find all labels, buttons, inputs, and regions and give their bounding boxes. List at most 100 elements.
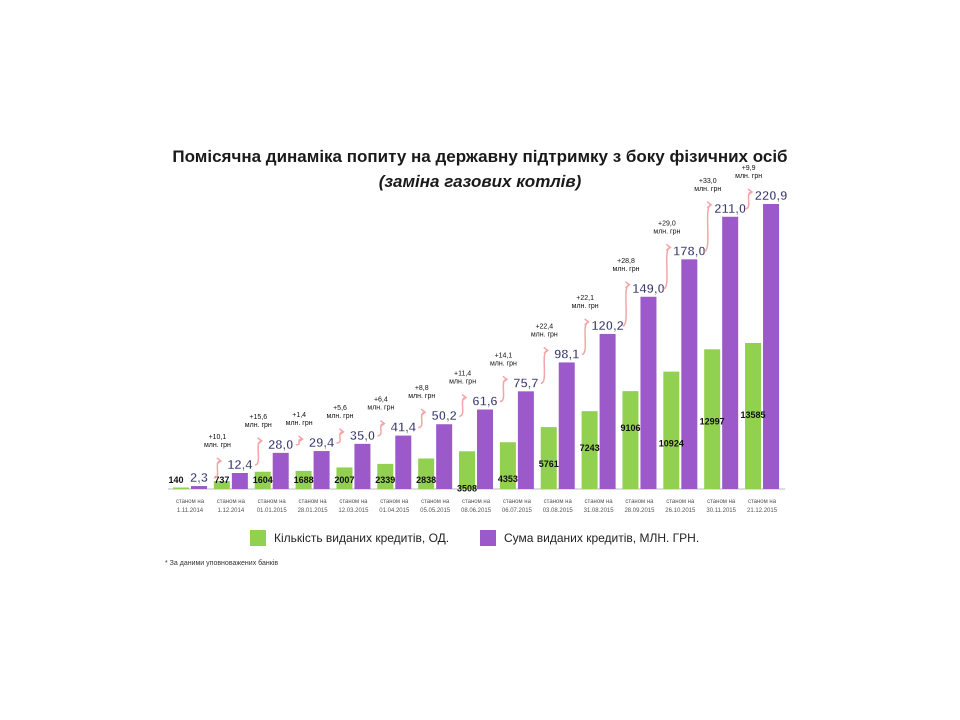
category-label: станом на [217, 499, 246, 505]
increment-unit: млн. грн [653, 228, 680, 235]
category-label: 28.01.2015 [298, 508, 329, 514]
increment-value: +22,4 [535, 323, 553, 330]
bar-sum [313, 451, 330, 489]
bar-count [173, 487, 189, 489]
bar-sum [681, 259, 698, 489]
sum-label: 35,0 [350, 428, 375, 443]
bar-sum [599, 333, 616, 489]
increment-unit: млн. грн [735, 173, 762, 180]
legend-swatch-purple [480, 530, 496, 546]
increment-unit: млн. грн [245, 422, 272, 429]
bar-count [704, 349, 721, 489]
arrow-head-icon [420, 408, 427, 416]
increment-value: +14,1 [495, 352, 513, 359]
category-label: 31.08.2015 [584, 508, 615, 514]
bar-sum [477, 409, 494, 489]
category-label: станом на [666, 499, 695, 505]
count-label: 2007 [334, 475, 354, 485]
bar-sum [517, 391, 534, 489]
sum-label: 28,0 [268, 437, 293, 452]
sum-label: 2,3 [190, 470, 208, 485]
category-label: 01.04.2015 [379, 508, 410, 514]
legend-label: Кількість виданих кредитів, ОД. [274, 531, 450, 545]
count-label: 2838 [416, 475, 436, 485]
increment-value: +29,0 [658, 220, 676, 227]
arrow-head-icon [584, 318, 590, 326]
sum-label: 120,2 [591, 318, 624, 333]
arrow-head-icon [298, 435, 304, 443]
bar-count [459, 451, 476, 489]
chart-title: Помісячна динаміка попиту на державну пі… [172, 147, 788, 166]
arrow-head-icon [338, 428, 345, 436]
arrow-head-icon [706, 201, 713, 209]
category-label: станом на [625, 499, 654, 505]
legend-item-count: Кількість виданих кредитів, ОД. [250, 530, 449, 546]
legend-item-sum: Сума виданих кредитів, МЛН. ГРН. [480, 530, 699, 546]
arrow-head-icon [257, 437, 263, 445]
category-label: 03.08.2015 [543, 508, 574, 514]
increment-value: +5,6 [333, 405, 347, 412]
count-label: 3508 [457, 483, 477, 493]
category-label: 01.01.2015 [257, 508, 288, 514]
category-label: 26.10.2015 [665, 508, 696, 514]
bar-count [499, 442, 516, 489]
bar-count [663, 371, 680, 489]
bar-sum [231, 473, 248, 489]
increment-unit: млн. грн [572, 303, 599, 310]
increment-unit: млн. грн [531, 331, 558, 338]
increment-value: +15,6 [249, 414, 267, 421]
bar-count [540, 427, 557, 489]
arrow-head-icon [216, 457, 223, 465]
increment-value: +10,1 [209, 434, 227, 441]
category-label: 21.12.2015 [747, 508, 778, 514]
count-label: 7243 [580, 443, 600, 453]
increment-value: +9,9 [742, 165, 756, 172]
category-label: станом на [339, 499, 368, 505]
bar-count [745, 343, 762, 489]
increment-unit: млн. грн [694, 186, 721, 193]
increment-value: +6,4 [374, 397, 388, 404]
category-label: станом на [421, 499, 450, 505]
bar-count [213, 481, 230, 489]
legend-swatch-green [250, 530, 266, 546]
increment-value: +22,1 [576, 295, 594, 302]
arrow-head-icon [665, 243, 672, 251]
legend-label: Сума виданих кредитів, МЛН. ГРН. [504, 531, 700, 545]
increment-arrow [254, 440, 263, 466]
count-label: 12997 [700, 416, 725, 426]
sum-label: 211,0 [714, 201, 746, 216]
category-label: станом на [748, 499, 777, 505]
category-label: станом на [299, 499, 328, 505]
arrow-head-icon [502, 375, 509, 383]
category-label: 30.11.2015 [706, 508, 736, 514]
increment-unit: млн. грн [367, 405, 394, 412]
category-label: 1.11.2014 [177, 508, 204, 514]
increment-value: +8,8 [415, 385, 429, 392]
sum-label: 29,4 [309, 435, 335, 450]
footnote: * За даними уповноважених банків [165, 560, 279, 567]
bar-sum [558, 362, 575, 489]
sum-label: 178,0 [673, 243, 706, 258]
sum-label: 75,7 [513, 375, 538, 390]
arrow-head-icon [543, 346, 549, 355]
bar-count [295, 470, 312, 489]
category-label: станом на [258, 499, 287, 505]
bar-count [418, 458, 435, 489]
arrow-head-icon [747, 188, 754, 196]
bar-sum [436, 424, 453, 489]
sum-label: 41,4 [391, 420, 417, 435]
bar-count [622, 391, 639, 489]
sum-label: 50,2 [432, 408, 457, 423]
increment-value: +11,4 [454, 371, 471, 378]
count-label: 140 [168, 475, 183, 485]
increment-arrow [540, 349, 549, 385]
category-label: 06.07.2015 [502, 508, 533, 514]
increment-value: +1,4 [292, 412, 306, 419]
count-label: 10924 [659, 439, 684, 449]
bar-sum [191, 486, 207, 489]
increment-unit: млн. грн [449, 379, 476, 386]
category-label: 28.09.2015 [624, 508, 655, 514]
category-label: станом на [585, 499, 614, 505]
increment-unit: млн. грн [490, 360, 517, 367]
category-label: станом на [544, 499, 573, 505]
